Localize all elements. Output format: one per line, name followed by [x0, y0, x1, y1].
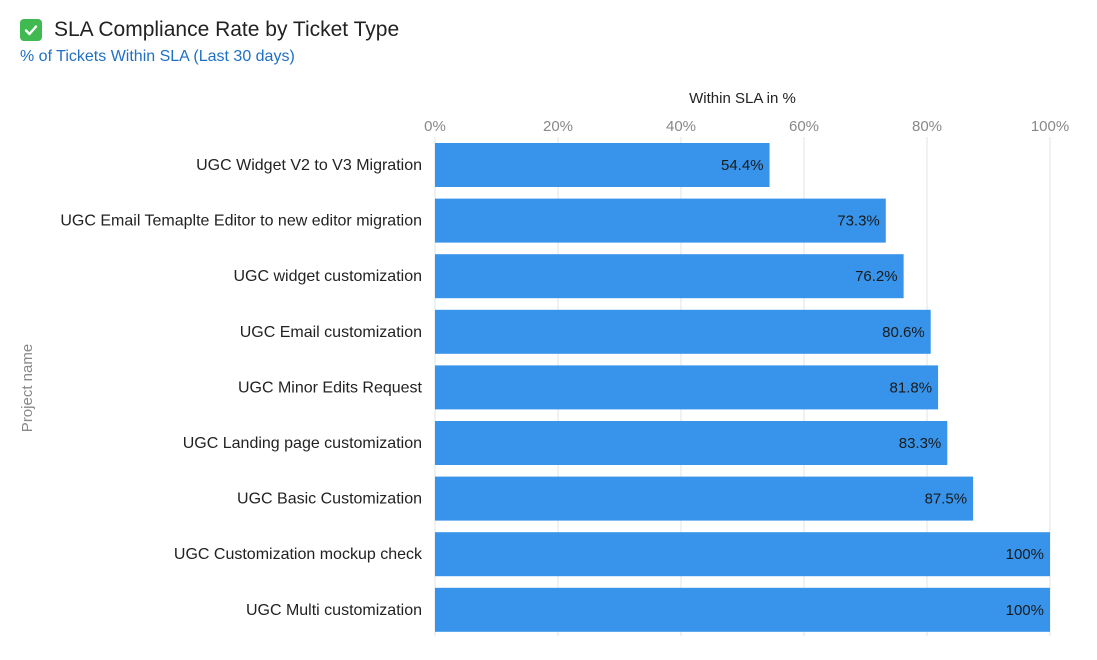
title-row: SLA Compliance Rate by Ticket Type [20, 18, 399, 42]
bar [435, 143, 770, 187]
bar [435, 476, 974, 521]
x-tick-label: 40% [666, 118, 696, 135]
x-axis-title: Within SLA in % [689, 90, 796, 107]
data-label: 100% [1006, 602, 1044, 619]
bar [435, 198, 886, 243]
bar [435, 365, 939, 410]
category-label: UGC Email Temaplte Editor to new editor … [60, 213, 422, 230]
data-label: 100% [1006, 546, 1044, 563]
check-mark-icon [20, 19, 42, 41]
bar [435, 309, 931, 354]
x-tick-label: 60% [789, 118, 819, 135]
y-axis-title: Project name [19, 344, 36, 432]
category-label: UGC widget customization [233, 268, 422, 285]
chart-subtitle: % of Tickets Within SLA (Last 30 days) [20, 48, 295, 65]
data-label: 73.3% [837, 213, 880, 230]
x-tick-label: 20% [543, 118, 573, 135]
category-label: UGC Widget V2 to V3 Migration [196, 157, 422, 174]
data-label: 81.8% [890, 379, 933, 396]
chart-header: SLA Compliance Rate by Ticket Type % of … [20, 18, 399, 66]
category-label: UGC Landing page customization [183, 435, 422, 452]
x-tick-label: 80% [912, 118, 942, 135]
bar [435, 254, 904, 299]
x-tick-label: 0% [424, 118, 446, 135]
chart-title: SLA Compliance Rate by Ticket Type [54, 18, 400, 41]
bar [435, 421, 948, 465]
data-label: 80.6% [882, 324, 925, 341]
bar [435, 587, 1050, 632]
x-tick-label: 100% [1031, 118, 1069, 135]
category-label: UGC Email customization [240, 324, 422, 341]
data-label: 76.2% [855, 268, 898, 285]
data-label: 87.5% [925, 491, 968, 508]
category-label: UGC Minor Edits Request [238, 379, 423, 396]
category-label: UGC Basic Customization [237, 491, 422, 508]
bar [435, 532, 1050, 577]
data-label: 54.4% [721, 157, 764, 174]
category-label: UGC Multi customization [246, 602, 422, 619]
data-label: 83.3% [899, 435, 942, 452]
category-label: UGC Customization mockup check [174, 546, 423, 563]
